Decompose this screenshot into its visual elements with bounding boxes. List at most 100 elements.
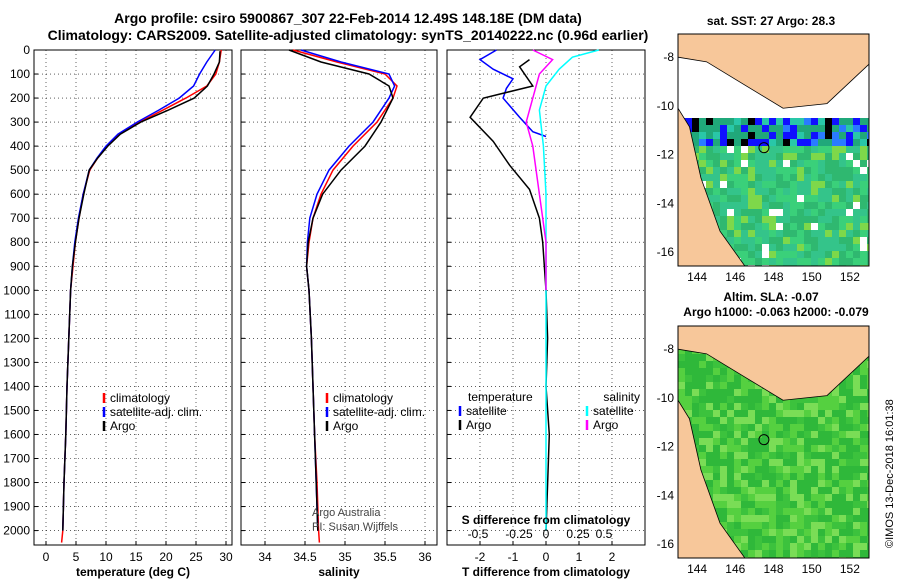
map-cell (860, 146, 867, 153)
map-cell (706, 174, 713, 181)
map-cell (825, 410, 832, 417)
map-cell (699, 104, 706, 111)
map-cell (860, 104, 867, 111)
map-cell (832, 501, 839, 508)
map-cell (811, 508, 818, 515)
map-cell (755, 230, 762, 237)
map-cell (832, 487, 839, 494)
map-cell (741, 424, 748, 431)
map-cell (860, 237, 867, 244)
map-cell (853, 111, 860, 118)
map-cell (790, 167, 797, 174)
map-cell (706, 153, 713, 160)
map-cell (839, 445, 846, 452)
map-cell (706, 90, 713, 97)
map-cell (699, 389, 706, 396)
map-cell (769, 494, 776, 501)
map-cell (797, 230, 804, 237)
map-cell (741, 132, 748, 139)
map-cell (860, 515, 867, 522)
map-cell (762, 480, 769, 487)
map-cell (741, 90, 748, 97)
map-cell (790, 202, 797, 209)
map-cell (699, 459, 706, 466)
map-cell (818, 139, 825, 146)
map-cell (720, 459, 727, 466)
map-cell (867, 501, 869, 508)
map-cell (678, 83, 685, 90)
map-cell (706, 452, 713, 459)
map-cell (825, 167, 832, 174)
map-cell (853, 445, 860, 452)
map-cell (832, 403, 839, 410)
map-cell (846, 480, 853, 487)
map-cell (825, 529, 832, 536)
map-cell (818, 146, 825, 153)
map-x-tick-label: 150 (802, 270, 822, 284)
map-cell (748, 424, 755, 431)
map-cell (748, 515, 755, 522)
map-cell (720, 223, 727, 230)
map-cell (853, 146, 860, 153)
map-cell (755, 466, 762, 473)
map-cell (748, 543, 755, 550)
map-cell (762, 389, 769, 396)
map-cell (741, 410, 748, 417)
map-cell (832, 97, 839, 104)
map-cell (867, 473, 869, 480)
map-cell (825, 494, 832, 501)
map-cell (832, 438, 839, 445)
map-cell (678, 104, 685, 111)
map-cell (811, 536, 818, 543)
map-cell (853, 258, 860, 265)
map-cell (790, 174, 797, 181)
map-cell (797, 543, 804, 550)
y-tick-label: 1100 (4, 307, 30, 321)
map-cell (790, 244, 797, 251)
map-cell (734, 160, 741, 167)
map-cell (713, 473, 720, 480)
map-cell (776, 396, 783, 403)
map-cell (867, 104, 869, 111)
map-cell (741, 403, 748, 410)
y-tick-label: 1300 (3, 355, 30, 369)
map-cell (783, 230, 790, 237)
map-cell (727, 97, 734, 104)
map-cell (713, 466, 720, 473)
map-cell (797, 431, 804, 438)
map-cell (790, 160, 797, 167)
map-cell (811, 445, 818, 452)
map-cell (734, 375, 741, 382)
map-cell (825, 508, 832, 515)
map-y-tick-label: -8 (663, 342, 674, 356)
map-cell (706, 487, 713, 494)
map-cell (867, 237, 869, 244)
map-cell (685, 375, 692, 382)
map-x-tick-label: 148 (763, 270, 783, 284)
legend-entry: Argo (593, 418, 619, 432)
map-cell (734, 494, 741, 501)
map-cell (811, 167, 818, 174)
map-cell (825, 550, 832, 557)
map-cell (769, 188, 776, 195)
map-cell (832, 167, 839, 174)
map-cell (853, 515, 860, 522)
map-cell (825, 202, 832, 209)
map-cell (811, 494, 818, 501)
map-cell (699, 83, 706, 90)
map-cell (727, 76, 734, 83)
map-cell (818, 487, 825, 494)
map-cell (755, 389, 762, 396)
map-cell (699, 424, 706, 431)
map-cell (797, 452, 804, 459)
map-cell (699, 174, 706, 181)
map-cell (692, 410, 699, 417)
map-cell (685, 354, 692, 361)
legend-entry: Argo (110, 419, 136, 433)
map-cell (790, 230, 797, 237)
map-cell (741, 209, 748, 216)
map-cell (804, 501, 811, 508)
map-cell (846, 202, 853, 209)
x-tick-label: 36 (418, 550, 432, 564)
map-cell (755, 522, 762, 529)
